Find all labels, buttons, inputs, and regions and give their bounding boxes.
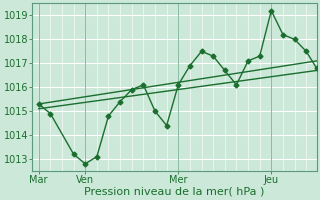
X-axis label: Pression niveau de la mer( hPa ): Pression niveau de la mer( hPa ) bbox=[84, 187, 265, 197]
